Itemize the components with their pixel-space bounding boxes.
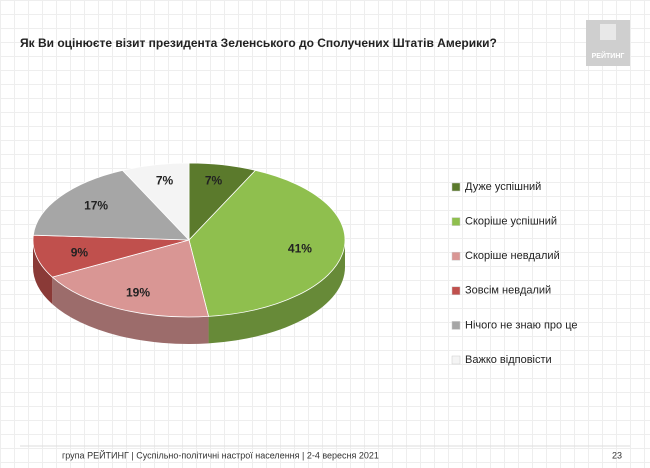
- logo-mark: [600, 24, 616, 40]
- legend-label: Дуже успішний: [465, 181, 541, 193]
- legend-swatch: [451, 355, 461, 365]
- footer: група РЕЙТИНГ | Суспільно-політичні наст…: [62, 449, 379, 460]
- legend-swatch: [451, 286, 461, 296]
- legend-label: Важко відповісти: [465, 354, 552, 366]
- data-label: 41%: [288, 242, 312, 256]
- pie-slice-side: [208, 240, 345, 344]
- legend-label: Скоріше успішний: [465, 216, 557, 228]
- data-label: 7%: [156, 174, 174, 188]
- legend-label: Зовсім невдалий: [465, 285, 551, 297]
- legend-swatch: [451, 321, 461, 330]
- data-label: 17%: [84, 198, 108, 212]
- pie-slice-side: [52, 277, 209, 344]
- legend-label: Скоріше невдалий: [465, 250, 560, 262]
- pie-slice: [121, 162, 190, 241]
- pie-slice: [51, 239, 210, 318]
- chart-title: Як Ви оцінюєте візит президента Зеленськ…: [20, 36, 497, 50]
- pie-slice: [32, 169, 190, 241]
- data-label: 9%: [71, 245, 89, 259]
- legend-label: Нічого не знаю про це: [465, 319, 578, 331]
- legend-swatch: [451, 182, 461, 192]
- page-number: 23: [612, 450, 622, 460]
- legend-swatch: [451, 217, 461, 226]
- data-label: 19%: [126, 286, 150, 300]
- pie-slice-side: [33, 240, 53, 305]
- pie-slice: [32, 234, 190, 278]
- data-label: 7%: [205, 174, 223, 188]
- legend-swatch: [451, 251, 461, 261]
- logo: РЕЙТИНГ: [592, 51, 625, 60]
- pie-slice: [188, 169, 346, 317]
